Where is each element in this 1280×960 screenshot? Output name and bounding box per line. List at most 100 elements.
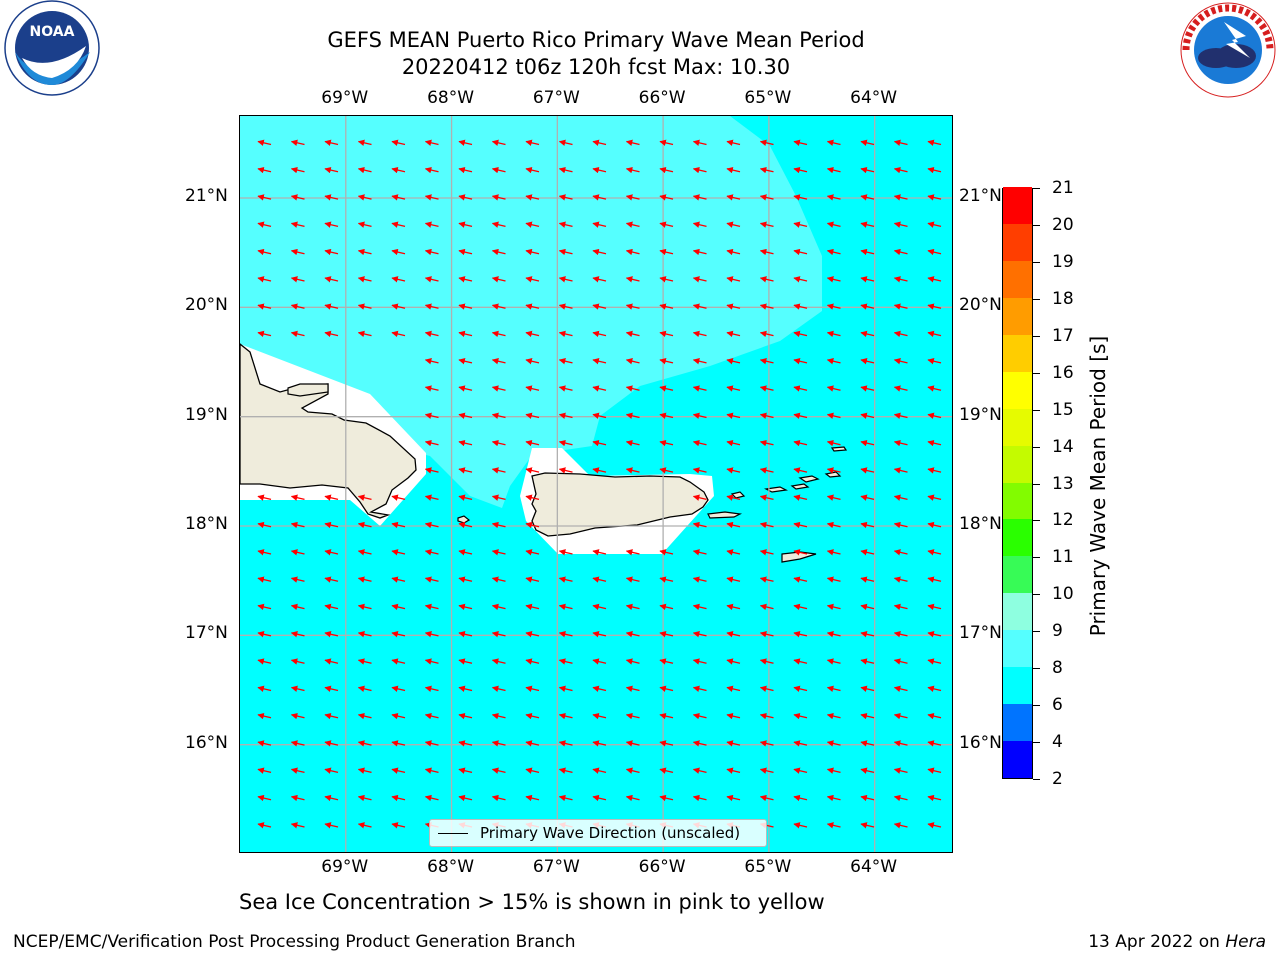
wave-arrow bbox=[257, 658, 272, 665]
wave-arrow bbox=[625, 576, 640, 583]
wave-arrow bbox=[826, 767, 841, 774]
wave-arrow bbox=[558, 658, 573, 665]
wave-arrow bbox=[424, 712, 439, 720]
wave-arrow bbox=[290, 303, 305, 310]
wave-arrow bbox=[927, 303, 942, 310]
wave-arrow bbox=[927, 576, 942, 583]
colorbar-segment bbox=[1003, 408, 1032, 446]
lon-label-top: 67°W bbox=[532, 88, 580, 108]
land-st-thomas bbox=[764, 486, 788, 493]
wave-arrow bbox=[927, 276, 942, 283]
wave-arrow bbox=[659, 740, 674, 747]
wave-arrow bbox=[659, 576, 674, 583]
wave-arrow bbox=[692, 494, 707, 501]
wave-arrow bbox=[692, 166, 707, 174]
colorbar-segment bbox=[1003, 482, 1032, 520]
wave-arrow bbox=[324, 549, 339, 556]
wave-arrow bbox=[927, 248, 942, 256]
wave-arrow bbox=[793, 658, 808, 665]
wave-arrow bbox=[525, 549, 540, 556]
wave-arrow bbox=[893, 767, 908, 774]
wave-arrow bbox=[759, 330, 774, 338]
wave-arrow bbox=[793, 467, 808, 474]
colorbar-segment bbox=[1003, 186, 1032, 224]
wave-arrow bbox=[860, 467, 875, 474]
wave-arrow bbox=[458, 330, 473, 338]
wave-arrow bbox=[357, 166, 372, 174]
wave-arrow bbox=[793, 603, 808, 611]
colorbar-tick-mark bbox=[1033, 335, 1040, 337]
wave-arrow bbox=[826, 139, 841, 146]
colorbar-tick-label: 9 bbox=[1052, 621, 1063, 642]
wave-arrow bbox=[290, 330, 305, 338]
wave-arrow bbox=[860, 248, 875, 256]
wave-arrow bbox=[324, 494, 339, 501]
wave-arrow bbox=[290, 221, 305, 228]
wave-arrow bbox=[927, 494, 942, 501]
wave-arrow bbox=[793, 221, 808, 228]
wave-arrow bbox=[525, 467, 540, 474]
wave-arrow bbox=[491, 740, 506, 747]
wave-arrow bbox=[324, 631, 339, 638]
wave-arrow bbox=[659, 330, 674, 338]
wave-arrow bbox=[826, 276, 841, 283]
wave-arrow bbox=[625, 439, 640, 447]
wave-arrow bbox=[592, 330, 607, 338]
colorbar-segment bbox=[1003, 703, 1032, 742]
wave-arrow bbox=[793, 303, 808, 310]
wave-arrow bbox=[625, 603, 640, 611]
wave-arrow bbox=[759, 685, 774, 692]
wave-arrow bbox=[793, 385, 808, 392]
wave-arrow bbox=[391, 166, 406, 174]
wave-arrow bbox=[257, 221, 272, 228]
lon-label-top: 65°W bbox=[744, 88, 792, 108]
wave-arrow bbox=[458, 194, 473, 201]
wave-arrow bbox=[927, 767, 942, 774]
wave-arrow bbox=[625, 685, 640, 692]
wave-arrow bbox=[558, 467, 573, 474]
wave-arrow bbox=[860, 822, 875, 829]
wave-arrow bbox=[491, 685, 506, 692]
wave-arrow bbox=[391, 740, 406, 747]
wave-arrow bbox=[726, 139, 741, 146]
wave-arrow bbox=[491, 494, 506, 501]
wave-arrow bbox=[257, 794, 272, 802]
wave-arrow bbox=[726, 303, 741, 310]
wave-arrow bbox=[927, 467, 942, 474]
wave-arrow bbox=[357, 549, 372, 556]
colorbar-tick-label: 2 bbox=[1052, 769, 1063, 789]
wave-arrow bbox=[759, 194, 774, 201]
colorbar-segment bbox=[1003, 666, 1032, 705]
colorbar-tick-label: 13 bbox=[1052, 473, 1074, 494]
wave-arrow bbox=[659, 467, 674, 474]
wave-arrow bbox=[860, 303, 875, 310]
wave-arrow bbox=[424, 358, 439, 365]
wave-arrow bbox=[357, 685, 372, 692]
wave-arrow bbox=[927, 139, 942, 146]
wave-arrow bbox=[592, 439, 607, 447]
lat-label-right: 21°N bbox=[959, 186, 1002, 206]
wave-arrow bbox=[927, 412, 942, 419]
wave-arrow bbox=[692, 467, 707, 474]
wave-arrow bbox=[592, 631, 607, 638]
wave-arrow bbox=[893, 685, 908, 692]
wave-arrow bbox=[491, 439, 506, 447]
wave-arrow bbox=[659, 658, 674, 665]
wave-arrow bbox=[424, 576, 439, 583]
wave-arrow bbox=[625, 358, 640, 365]
wave-arrow bbox=[759, 494, 774, 501]
map-canvas bbox=[240, 116, 952, 852]
wave-arrow bbox=[893, 576, 908, 583]
wave-arrow bbox=[558, 439, 573, 447]
land-tortuga bbox=[287, 383, 329, 397]
wave-arrow bbox=[860, 712, 875, 720]
map-legend: Primary Wave Direction (unscaled) bbox=[429, 819, 767, 847]
wave-arrow bbox=[927, 631, 942, 638]
wave-arrow bbox=[324, 521, 339, 529]
wave-arrow bbox=[391, 248, 406, 256]
wave-arrow bbox=[893, 385, 908, 392]
wave-arrow bbox=[324, 576, 339, 583]
wave-arrow bbox=[692, 658, 707, 665]
wave-arrow bbox=[324, 794, 339, 802]
wave-arrow bbox=[759, 603, 774, 611]
